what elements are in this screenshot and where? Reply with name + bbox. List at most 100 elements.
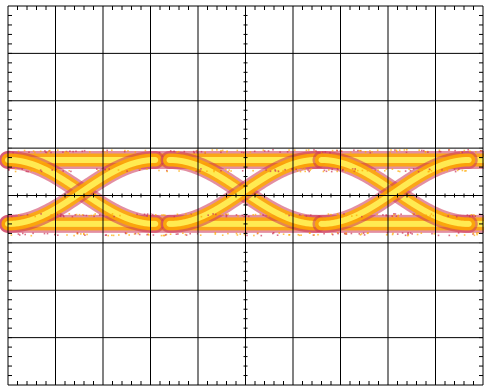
- noise-dot: [466, 214, 469, 216]
- noise-dot: [71, 215, 74, 218]
- noise-dot: [448, 149, 450, 151]
- noise-dot: [70, 170, 72, 173]
- noise-dot: [288, 214, 290, 217]
- noise-dot: [455, 234, 458, 237]
- noise-dot: [345, 233, 348, 235]
- noise-dot: [236, 234, 239, 236]
- noise-dot: [85, 214, 88, 217]
- noise-dot: [73, 234, 75, 237]
- noise-dot: [318, 215, 321, 218]
- noise-dot: [146, 213, 149, 215]
- noise-dot: [111, 149, 113, 151]
- noise-dot: [117, 169, 120, 171]
- noise-dot: [442, 213, 444, 216]
- noise-dot: [204, 151, 206, 153]
- noise-dot: [46, 232, 49, 235]
- noise-dot: [32, 170, 35, 172]
- noise-dot: [119, 214, 121, 217]
- noise-dot: [419, 168, 421, 171]
- noise-dot: [366, 232, 369, 235]
- noise-dot: [364, 151, 367, 153]
- noise-dot: [65, 150, 68, 153]
- noise-dot: [29, 168, 32, 171]
- noise-dot: [407, 232, 409, 234]
- noise-dot: [330, 170, 333, 173]
- noise-dot: [126, 170, 128, 172]
- noise-dot: [294, 149, 296, 151]
- noise-dot: [298, 214, 301, 216]
- trace-line-5-layer-2: [166, 156, 320, 227]
- noise-dot: [39, 150, 42, 153]
- noise-dot: [51, 169, 53, 171]
- noise-dot: [184, 233, 187, 236]
- noise-dot: [8, 150, 11, 153]
- noise-dot: [96, 168, 98, 170]
- noise-dot: [220, 151, 222, 154]
- noise-dot: [475, 151, 477, 153]
- noise-dot: [272, 232, 275, 234]
- noise-dot: [385, 234, 388, 236]
- noise-dot: [472, 232, 475, 235]
- noise-dot: [405, 151, 408, 154]
- noise-dot: [473, 234, 476, 237]
- noise-dot: [433, 233, 435, 235]
- noise-dot: [407, 233, 409, 235]
- noise-dot: [464, 170, 466, 172]
- noise-dot: [454, 149, 456, 152]
- noise-dot: [471, 214, 474, 216]
- noise-dot: [342, 168, 344, 171]
- noise-dot: [66, 234, 68, 236]
- noise-dot: [207, 214, 209, 216]
- noise-dot: [461, 151, 463, 153]
- noise-dot: [193, 151, 195, 154]
- noise-dot: [284, 168, 286, 171]
- noise-dot: [216, 149, 218, 151]
- noise-dot: [376, 149, 379, 152]
- noise-dot: [390, 149, 392, 151]
- noise-dot: [221, 149, 224, 152]
- noise-dot: [323, 169, 326, 172]
- noise-dot: [46, 151, 49, 154]
- noise-dot: [456, 169, 459, 172]
- noise-dot: [400, 213, 402, 215]
- noise-dot: [113, 215, 115, 218]
- noise-dot: [288, 234, 290, 236]
- noise-dot: [282, 233, 285, 235]
- noise-dot: [239, 233, 242, 235]
- noise-dot: [252, 214, 254, 216]
- noise-dot: [427, 151, 429, 153]
- noise-dot: [290, 213, 292, 215]
- noise-dot: [369, 151, 372, 154]
- noise-dot: [104, 234, 107, 236]
- noise-dot: [463, 234, 466, 236]
- noise-dot: [146, 168, 148, 170]
- noise-dot: [401, 232, 404, 234]
- noise-dot: [253, 234, 255, 237]
- noise-dot: [227, 213, 229, 215]
- noise-dot: [361, 215, 363, 218]
- noise-dot: [106, 151, 108, 154]
- noise-dot: [59, 215, 62, 218]
- noise-dot: [111, 234, 113, 237]
- noise-dot: [343, 213, 345, 215]
- noise-dot: [173, 215, 176, 218]
- noise-dot: [453, 168, 456, 170]
- noise-dot: [82, 214, 85, 216]
- noise-dot: [458, 168, 460, 171]
- noise-dot: [146, 233, 148, 236]
- noise-dot: [409, 232, 412, 234]
- noise-dot: [409, 169, 412, 172]
- noise-dot: [195, 150, 198, 152]
- noise-dot: [55, 168, 57, 171]
- noise-dot: [412, 212, 414, 215]
- noise-dot: [183, 215, 186, 217]
- noise-dot: [357, 169, 359, 172]
- noise-dot: [23, 149, 26, 152]
- noise-dot: [285, 213, 287, 215]
- trace-series-5: [160, 150, 326, 233]
- noise-dot: [262, 214, 264, 216]
- noise-dot: [447, 215, 449, 217]
- noise-dot: [80, 233, 82, 235]
- noise-dot: [68, 213, 71, 215]
- noise-dot: [429, 215, 431, 217]
